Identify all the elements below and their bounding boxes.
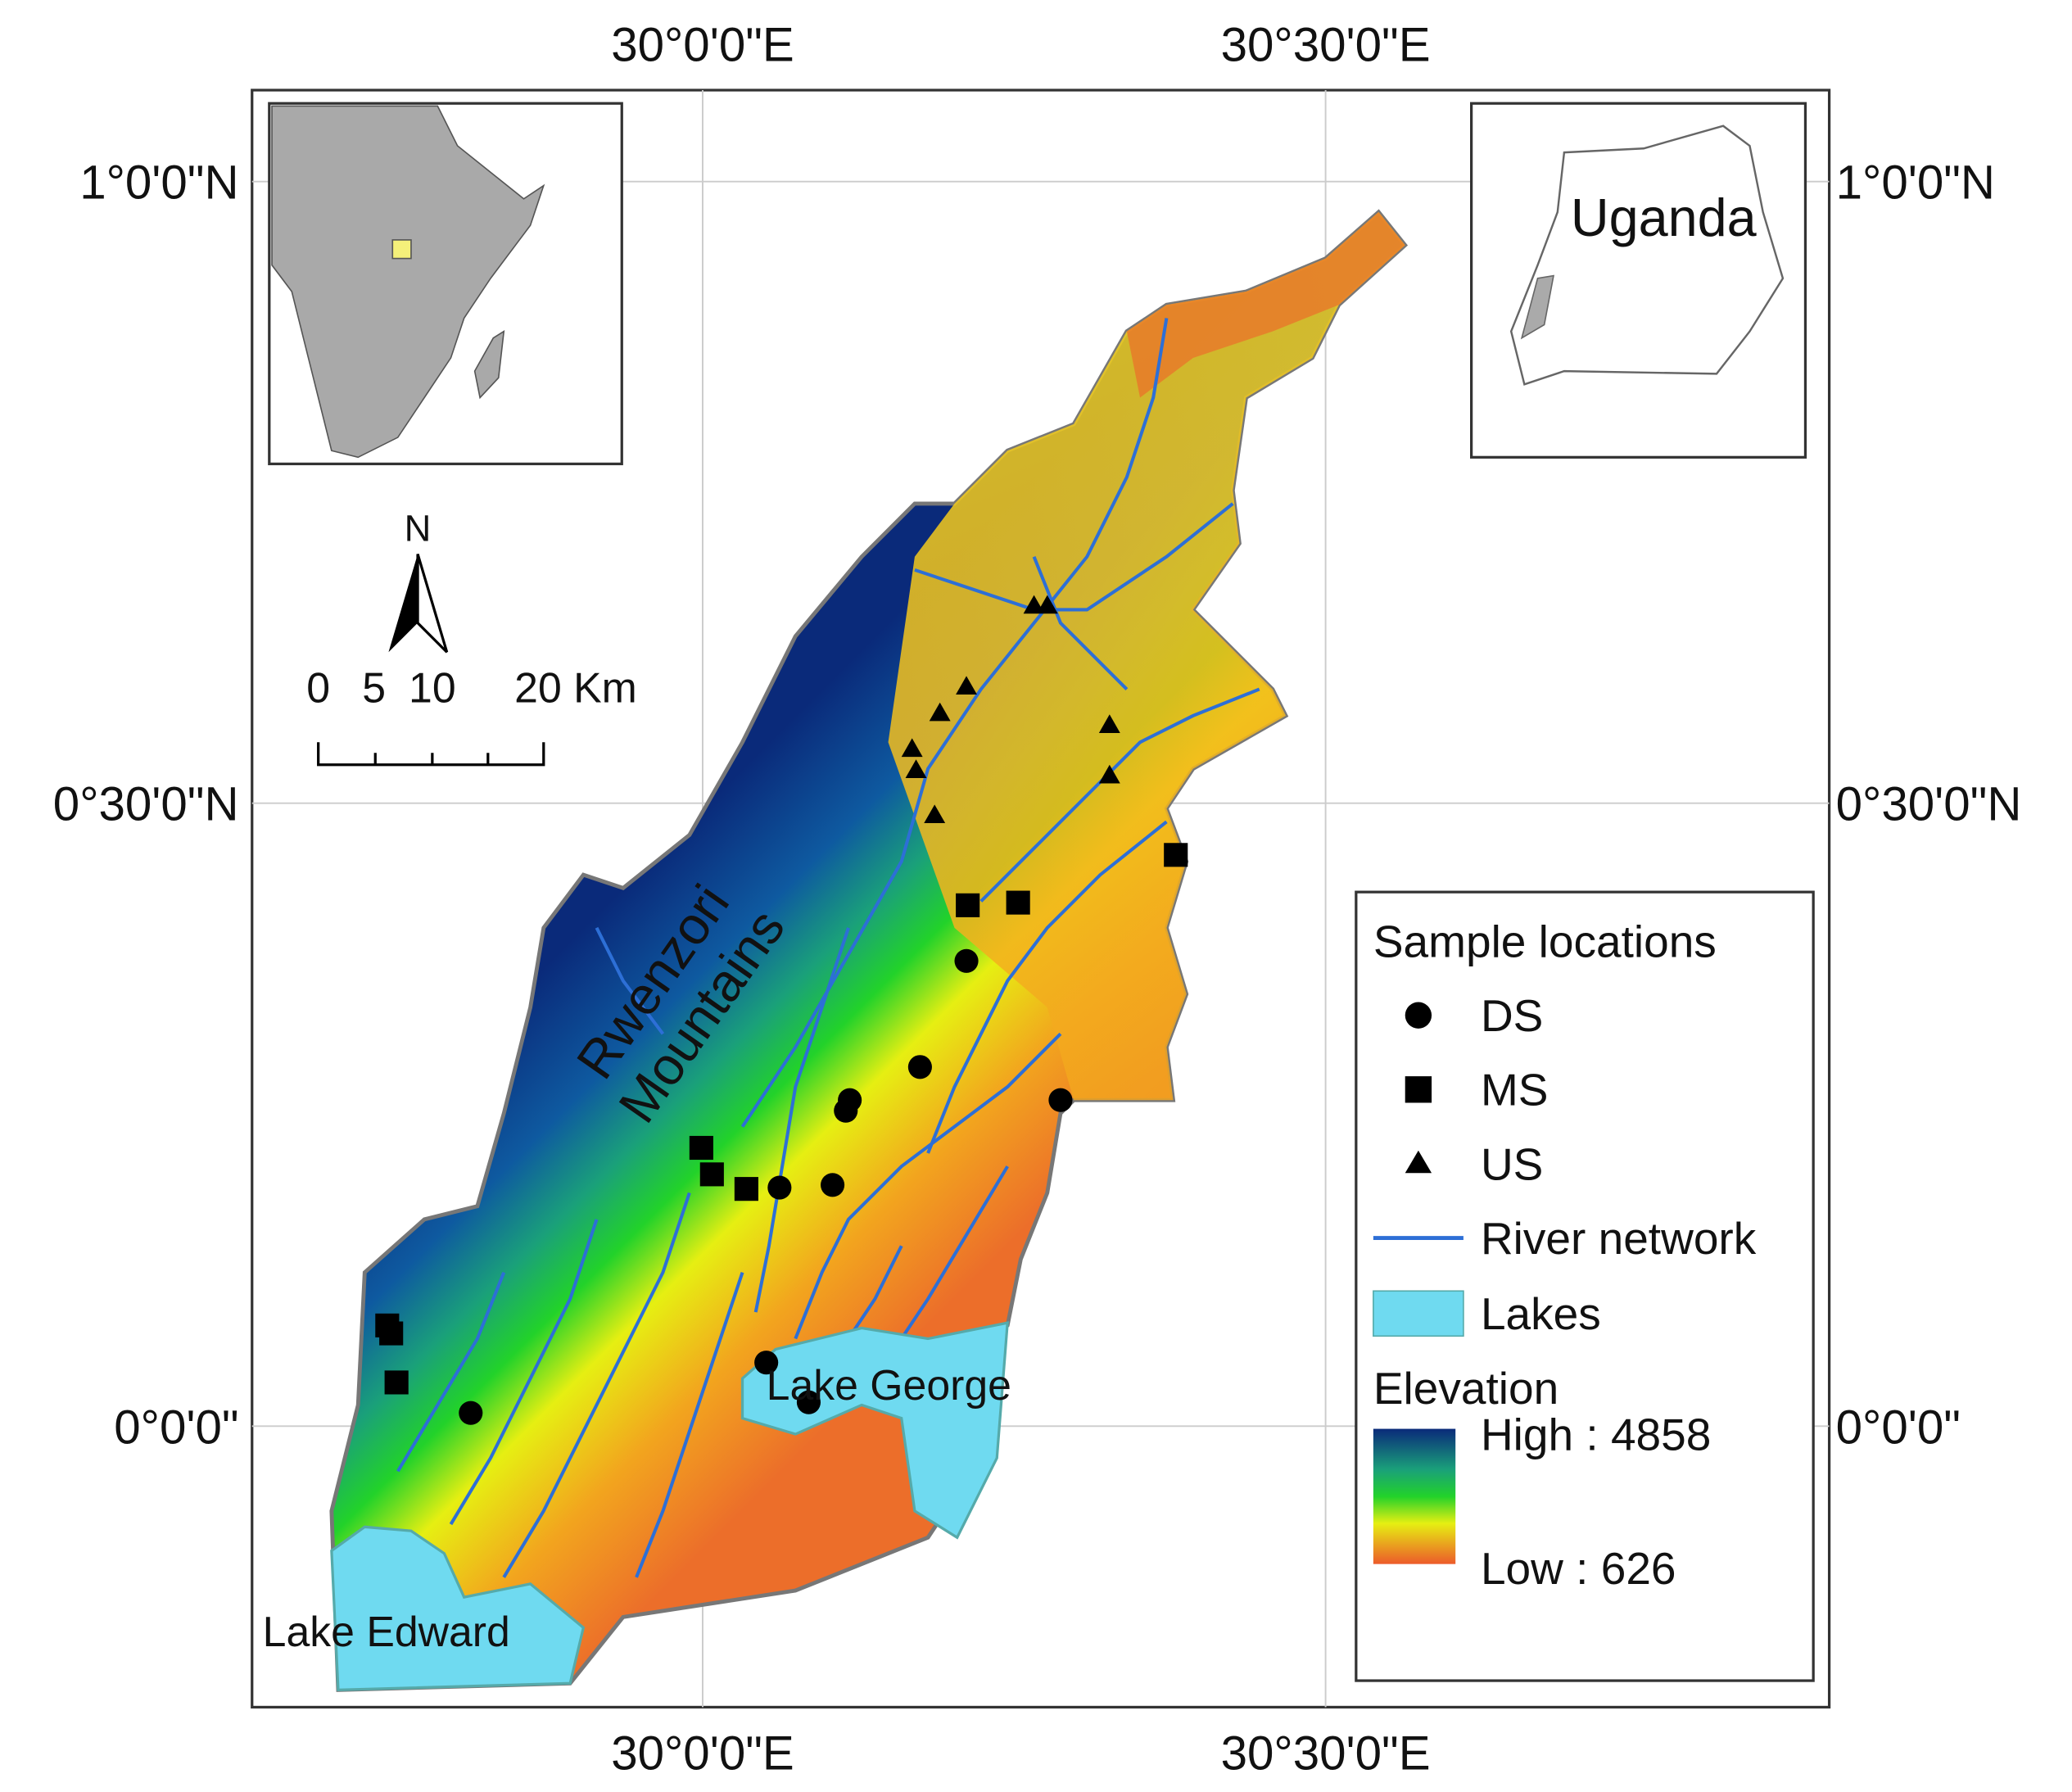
elevation-ne [888,211,1405,1101]
highland-ne [1126,211,1405,398]
lat-label: 1°0'0"N [1836,156,1995,210]
lon-label: 30°0'0"E [611,18,794,71]
lake-george [740,1321,1009,1540]
scale-label: 10 [409,664,456,712]
legend-item: Lakes [1481,1288,1601,1339]
lat-label: 0°30'0"N [1836,778,2022,831]
elevation-high: High : 4858 [1481,1409,1711,1459]
scale-label: 5 [362,664,386,712]
sample-points [375,595,1188,1425]
scale-bar: 0 5 10 20 Km [306,664,637,767]
legend-title: Sample locations [1373,916,1717,966]
lat-label: 0°0'0" [1836,1401,1961,1454]
lon-label: 30°0'0"E [611,1726,794,1780]
legend: Sample locations DS MS US River network … [1355,890,1815,1682]
africa-inset [268,102,623,466]
uganda-inset: Uganda [1470,102,1807,459]
river-network [396,318,1260,1578]
legend-item: MS [1481,1065,1549,1115]
lat-label: 1°0'0"N [79,156,238,210]
lat-label: 0°30'0"N [53,778,239,831]
scale-label: 20 Km [514,664,637,712]
lake-edward-label: Lake Edward [263,1608,510,1655]
inset-label: Uganda [1571,188,1757,247]
scale-label: 0 [306,664,330,712]
elevation-low: Low : 626 [1481,1543,1676,1594]
north-label: N [405,507,432,549]
legend-item: DS [1481,990,1543,1041]
legend-item: US [1481,1138,1543,1189]
lat-label: 0°0'0" [114,1401,238,1454]
north-arrow: N [388,507,449,654]
legend-item: River network [1481,1213,1757,1264]
lon-label: 30°30'0"E [1221,18,1431,71]
lon-label: 30°30'0"E [1221,1726,1431,1780]
lake-edward [330,1525,586,1692]
lake-george-label: Lake George [767,1361,1011,1409]
elevation-title: Elevation [1373,1363,1559,1414]
